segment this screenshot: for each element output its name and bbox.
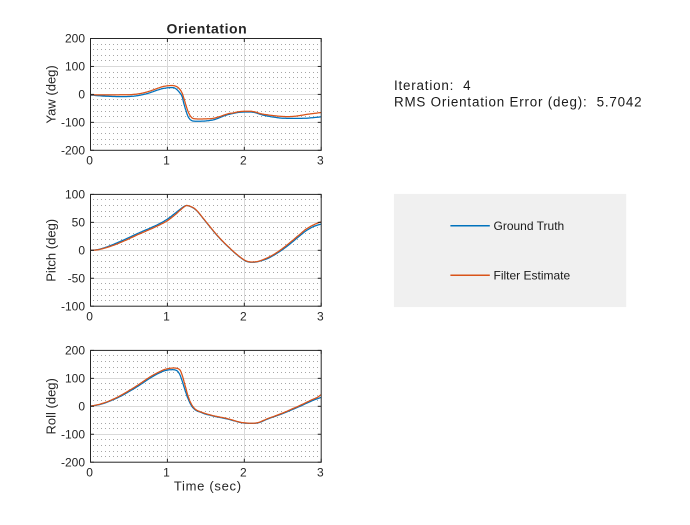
- svg-text:3: 3: [317, 466, 324, 480]
- svg-text:1: 1: [163, 466, 170, 480]
- svg-text:100: 100: [65, 60, 85, 74]
- svg-text:Ground Truth: Ground Truth: [494, 219, 565, 233]
- svg-text:3: 3: [317, 310, 324, 324]
- svg-text:Orientation: Orientation: [167, 21, 248, 37]
- svg-text:0: 0: [78, 244, 85, 258]
- svg-text:0: 0: [78, 88, 85, 102]
- svg-text:200: 200: [65, 32, 85, 46]
- svg-text:2: 2: [240, 310, 247, 324]
- svg-text:-100: -100: [61, 299, 85, 313]
- svg-text:-200: -200: [61, 144, 85, 158]
- svg-text:-50: -50: [68, 271, 86, 285]
- svg-text:2: 2: [240, 466, 247, 480]
- svg-text:2: 2: [240, 154, 247, 168]
- svg-text:Time (sec): Time (sec): [174, 478, 242, 493]
- svg-text:-100: -100: [61, 116, 85, 130]
- svg-text:Yaw (deg): Yaw (deg): [44, 65, 59, 123]
- svg-text:3: 3: [317, 154, 324, 168]
- svg-text:Pitch (deg): Pitch (deg): [44, 219, 59, 282]
- svg-text:50: 50: [72, 216, 86, 230]
- svg-text:Roll (deg): Roll (deg): [44, 378, 59, 434]
- svg-text:Iteration: 4: Iteration: 4: [394, 78, 471, 93]
- svg-text:200: 200: [65, 344, 85, 358]
- svg-text:0: 0: [86, 466, 93, 480]
- svg-text:-100: -100: [61, 427, 85, 441]
- svg-text:0: 0: [78, 400, 85, 414]
- svg-text:0: 0: [86, 310, 93, 324]
- svg-text:-200: -200: [61, 455, 85, 469]
- svg-text:100: 100: [65, 188, 85, 202]
- svg-text:1: 1: [163, 154, 170, 168]
- svg-text:100: 100: [65, 372, 85, 386]
- svg-text:0: 0: [86, 154, 93, 168]
- svg-text:RMS Orientation Error (deg):: RMS Orientation Error (deg): 5.7042: [394, 95, 642, 110]
- svg-text:Filter Estimate: Filter Estimate: [494, 269, 571, 283]
- svg-text:1: 1: [163, 310, 170, 324]
